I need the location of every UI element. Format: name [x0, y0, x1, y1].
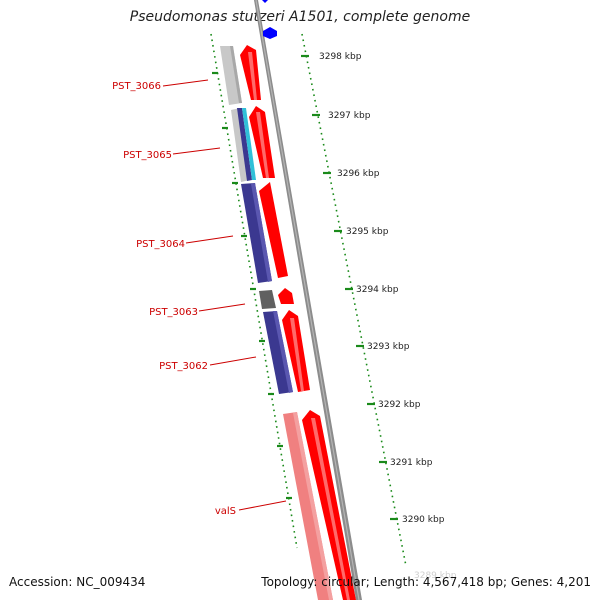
- gene-label: PST_3062: [159, 361, 208, 372]
- gene-segment: [242, 108, 256, 180]
- gene-shade: [230, 46, 242, 103]
- genome-backbone-highlight: [255, 0, 360, 600]
- gene-arrow-forward[interactable]: [240, 45, 261, 100]
- top-marker-icon[interactable]: [263, 27, 277, 39]
- label-leaders: [162, 79, 287, 511]
- gene-highlight: [311, 418, 350, 600]
- tick-label: 3296 kbp: [337, 169, 380, 179]
- genes-value: 4,201: [556, 575, 591, 589]
- genome-stats: Topology: circular; Length: 4,567,418 bp…: [261, 575, 591, 589]
- tick-label: 3295 kbp: [346, 227, 389, 237]
- gene-label: PST_3065: [123, 150, 172, 161]
- length-value: 4,567,418 bp;: [422, 575, 508, 589]
- tick-label: 3293 kbp: [367, 342, 410, 352]
- genome-title: Pseudomonas stutzeri A1501, complete gen…: [129, 9, 471, 25]
- outer-ruler-ticks: [301, 54, 398, 521]
- tick-label: 3291 kbp: [390, 458, 433, 468]
- genes-label: Genes:: [510, 575, 553, 589]
- tick-label: 3294 kbp: [356, 285, 399, 295]
- tick-label: 3298 kbp: [319, 52, 362, 62]
- gene-PST_3066[interactable]: [220, 46, 242, 105]
- outer-ruler: [301, 33, 407, 567]
- gene-highlight: [290, 318, 304, 391]
- topology-label: Topology:: [261, 575, 318, 589]
- topology-value: circular;: [321, 575, 370, 589]
- gene-shade: [293, 412, 333, 600]
- tick-label: 3289 kbp: [414, 571, 457, 581]
- gene-label: PST_3066: [112, 81, 161, 92]
- accession-info: Accession: NC_009434: [9, 575, 145, 589]
- gene-label: PST_3064: [136, 239, 185, 250]
- gene-highlight: [248, 52, 257, 100]
- tick-label: 3292 kbp: [378, 400, 421, 410]
- gene-shade: [251, 183, 272, 282]
- gene-segment: [237, 108, 252, 181]
- inner-ruler-ticks: [212, 71, 292, 500]
- accession-label: Accession:: [9, 575, 73, 589]
- gene-PST_3063[interactable]: [259, 290, 276, 309]
- gene-shade: [273, 311, 293, 393]
- gene-arrow-forward[interactable]: [259, 182, 288, 278]
- tick-label: 3297 kbp: [328, 111, 371, 121]
- reverse-strand: [220, 46, 333, 600]
- top-edge-marker-icon: [262, 0, 268, 3]
- gene-labels: PST_3066 PST_3065 PST_3064 PST_3063 PST_…: [112, 81, 236, 517]
- gene-arrow-forward[interactable]: [278, 288, 294, 304]
- gene-highlight: [256, 112, 269, 178]
- gene-label: PST_3063: [149, 307, 198, 318]
- length-label: Length:: [373, 575, 420, 589]
- tick-label: 3290 kbp: [402, 515, 445, 525]
- forward-strand: [240, 45, 356, 600]
- scale-labels: 3298 kbp 3297 kbp 3296 kbp 3295 kbp 3294…: [319, 52, 457, 581]
- gene-label: valS: [215, 506, 236, 517]
- accession-value: NC_009434: [76, 575, 146, 589]
